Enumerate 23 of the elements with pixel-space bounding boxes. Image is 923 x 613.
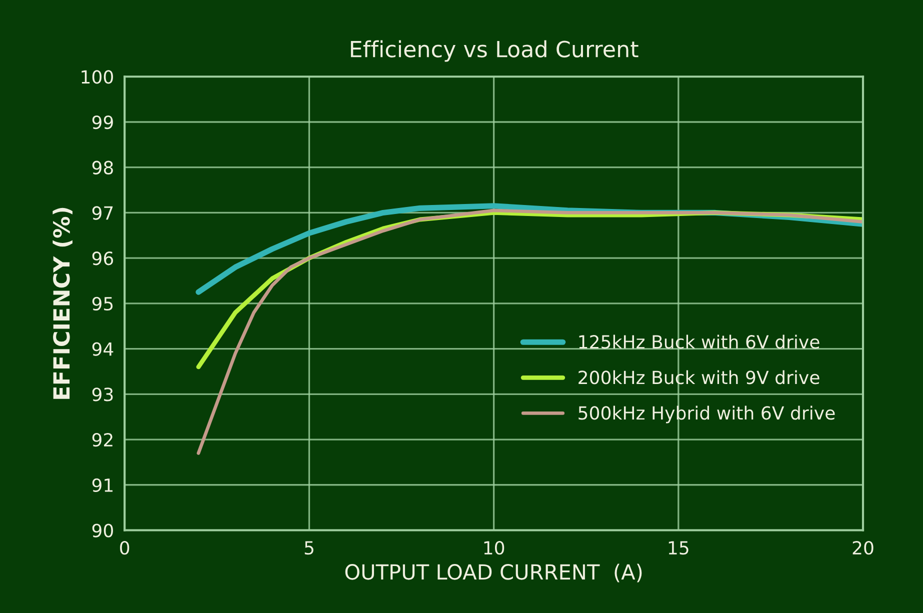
x-tick-label: 15 xyxy=(668,541,688,555)
y-tick-label: 99 xyxy=(92,115,113,130)
y-tick-label: 90 xyxy=(92,524,113,538)
y-tick-label: 91 xyxy=(92,478,113,492)
y-tick-label: 96 xyxy=(92,252,114,266)
x-tick-label: 10 xyxy=(484,540,504,555)
y-tick-label: 95 xyxy=(92,296,113,311)
legend-label: 500kHz Hybrid with 6V drive xyxy=(578,406,835,424)
y-tick-label: 93 xyxy=(92,388,113,402)
y-axis-title: EFFICIENCY (%) xyxy=(52,208,72,399)
x-tick-label: 0 xyxy=(120,540,130,555)
legend-label: 200kHz Buck with 9V drive xyxy=(578,370,820,384)
y-tick-label: 94 xyxy=(92,342,114,356)
x-tick-label: 5 xyxy=(304,541,314,555)
line-series xyxy=(196,208,864,455)
y-tick-label: 92 xyxy=(92,432,112,447)
y-tick-label: 97 xyxy=(92,206,113,220)
chart-title: Efficiency vs Load Current xyxy=(350,40,638,62)
y-tick-label: 98 xyxy=(92,160,113,174)
x-tick-label: 20 xyxy=(852,540,874,555)
legend-label: 125kHz Buck with 6V drive xyxy=(579,334,820,349)
y-tick-label: 100 xyxy=(82,70,113,84)
x-axis-title: OUTPUT LOAD CURRENT (A) xyxy=(345,564,642,582)
